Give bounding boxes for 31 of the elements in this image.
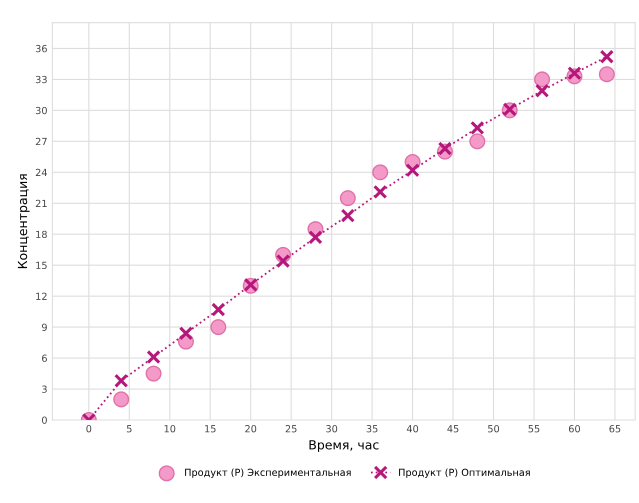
x-tick-label: 10	[164, 425, 176, 432]
x-tick-label: 65	[609, 425, 620, 432]
x-tick-label: 25	[286, 425, 297, 432]
x-axis-title: Время, час	[310, 440, 379, 452]
x-tick-label: 20	[245, 425, 256, 432]
y-tick-label: 36	[36, 44, 47, 52]
y-tick-label: 3	[42, 386, 47, 393]
x-tick-label: 50	[488, 425, 500, 432]
y-tick-label: 33	[36, 76, 47, 84]
x-tick-label: 30	[326, 425, 338, 432]
x-tick-label: 60	[568, 425, 580, 432]
y-tick-label: 24	[36, 168, 47, 176]
x-tick-label: 35	[366, 425, 378, 432]
y-tick-label: 15	[36, 262, 47, 270]
x-tick-label: 45	[447, 425, 458, 432]
y-axis-title: Концентрация	[18, 174, 30, 268]
y-tick-label: 9	[42, 324, 47, 331]
x-tick-label: 55	[528, 425, 540, 432]
y-tick-label: 30	[36, 106, 47, 114]
y-tick-label: 0	[42, 416, 47, 424]
y-tick-label: 12	[36, 292, 47, 300]
x-tick-label: 5	[126, 425, 132, 432]
x-tick-label: 0	[86, 425, 92, 432]
y-tick-label: 27	[36, 138, 47, 146]
x-tick-label: 40	[406, 425, 418, 432]
x-tick-label: 15	[205, 425, 216, 432]
y-tick-label: 21	[36, 200, 47, 207]
legend-label: Продукт (P) Экспериментальная	[185, 468, 351, 478]
legend-label: Продукт (P) Оптимальная	[399, 468, 530, 478]
y-tick-label: 18	[36, 230, 47, 238]
y-tick-label: 6	[42, 354, 47, 362]
